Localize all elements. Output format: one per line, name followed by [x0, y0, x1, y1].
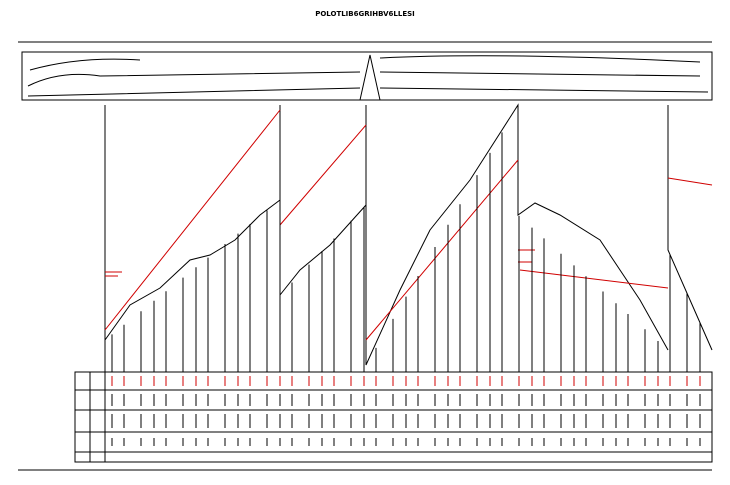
plan-strip: [21, 51, 713, 101]
table-grid: [18, 372, 712, 471]
grade-line: [104, 109, 713, 341]
plan-marker: [359, 54, 381, 101]
drawing-title: POLOTLIB6GRIHBV6LLESI: [315, 10, 415, 18]
station-ticks: [111, 132, 701, 446]
plan-lines: [27, 55, 709, 97]
